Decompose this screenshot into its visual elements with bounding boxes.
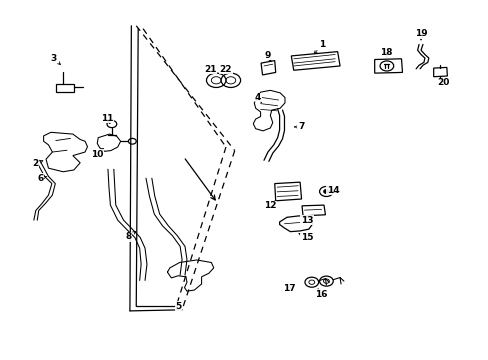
Text: 20: 20 (436, 78, 448, 87)
Text: 17: 17 (283, 284, 295, 293)
Text: 2: 2 (33, 159, 43, 168)
Text: 4: 4 (254, 93, 261, 103)
Text: 11: 11 (101, 114, 113, 124)
Text: 14: 14 (326, 185, 339, 194)
Text: 7: 7 (294, 122, 304, 131)
Text: 3: 3 (50, 54, 61, 64)
Text: 13: 13 (300, 215, 312, 225)
Text: 9: 9 (264, 51, 270, 62)
Text: 19: 19 (414, 29, 427, 40)
Text: 5: 5 (175, 301, 181, 311)
Text: 6: 6 (38, 174, 47, 183)
Text: 10: 10 (91, 148, 103, 159)
Text: 1: 1 (314, 40, 325, 54)
Text: 8: 8 (125, 231, 135, 241)
Circle shape (323, 189, 329, 194)
Text: 15: 15 (298, 233, 312, 242)
Text: 22: 22 (219, 65, 232, 74)
Text: 16: 16 (315, 289, 327, 298)
Text: 21: 21 (203, 65, 216, 74)
Text: 18: 18 (379, 48, 391, 58)
Text: 12: 12 (263, 201, 276, 210)
